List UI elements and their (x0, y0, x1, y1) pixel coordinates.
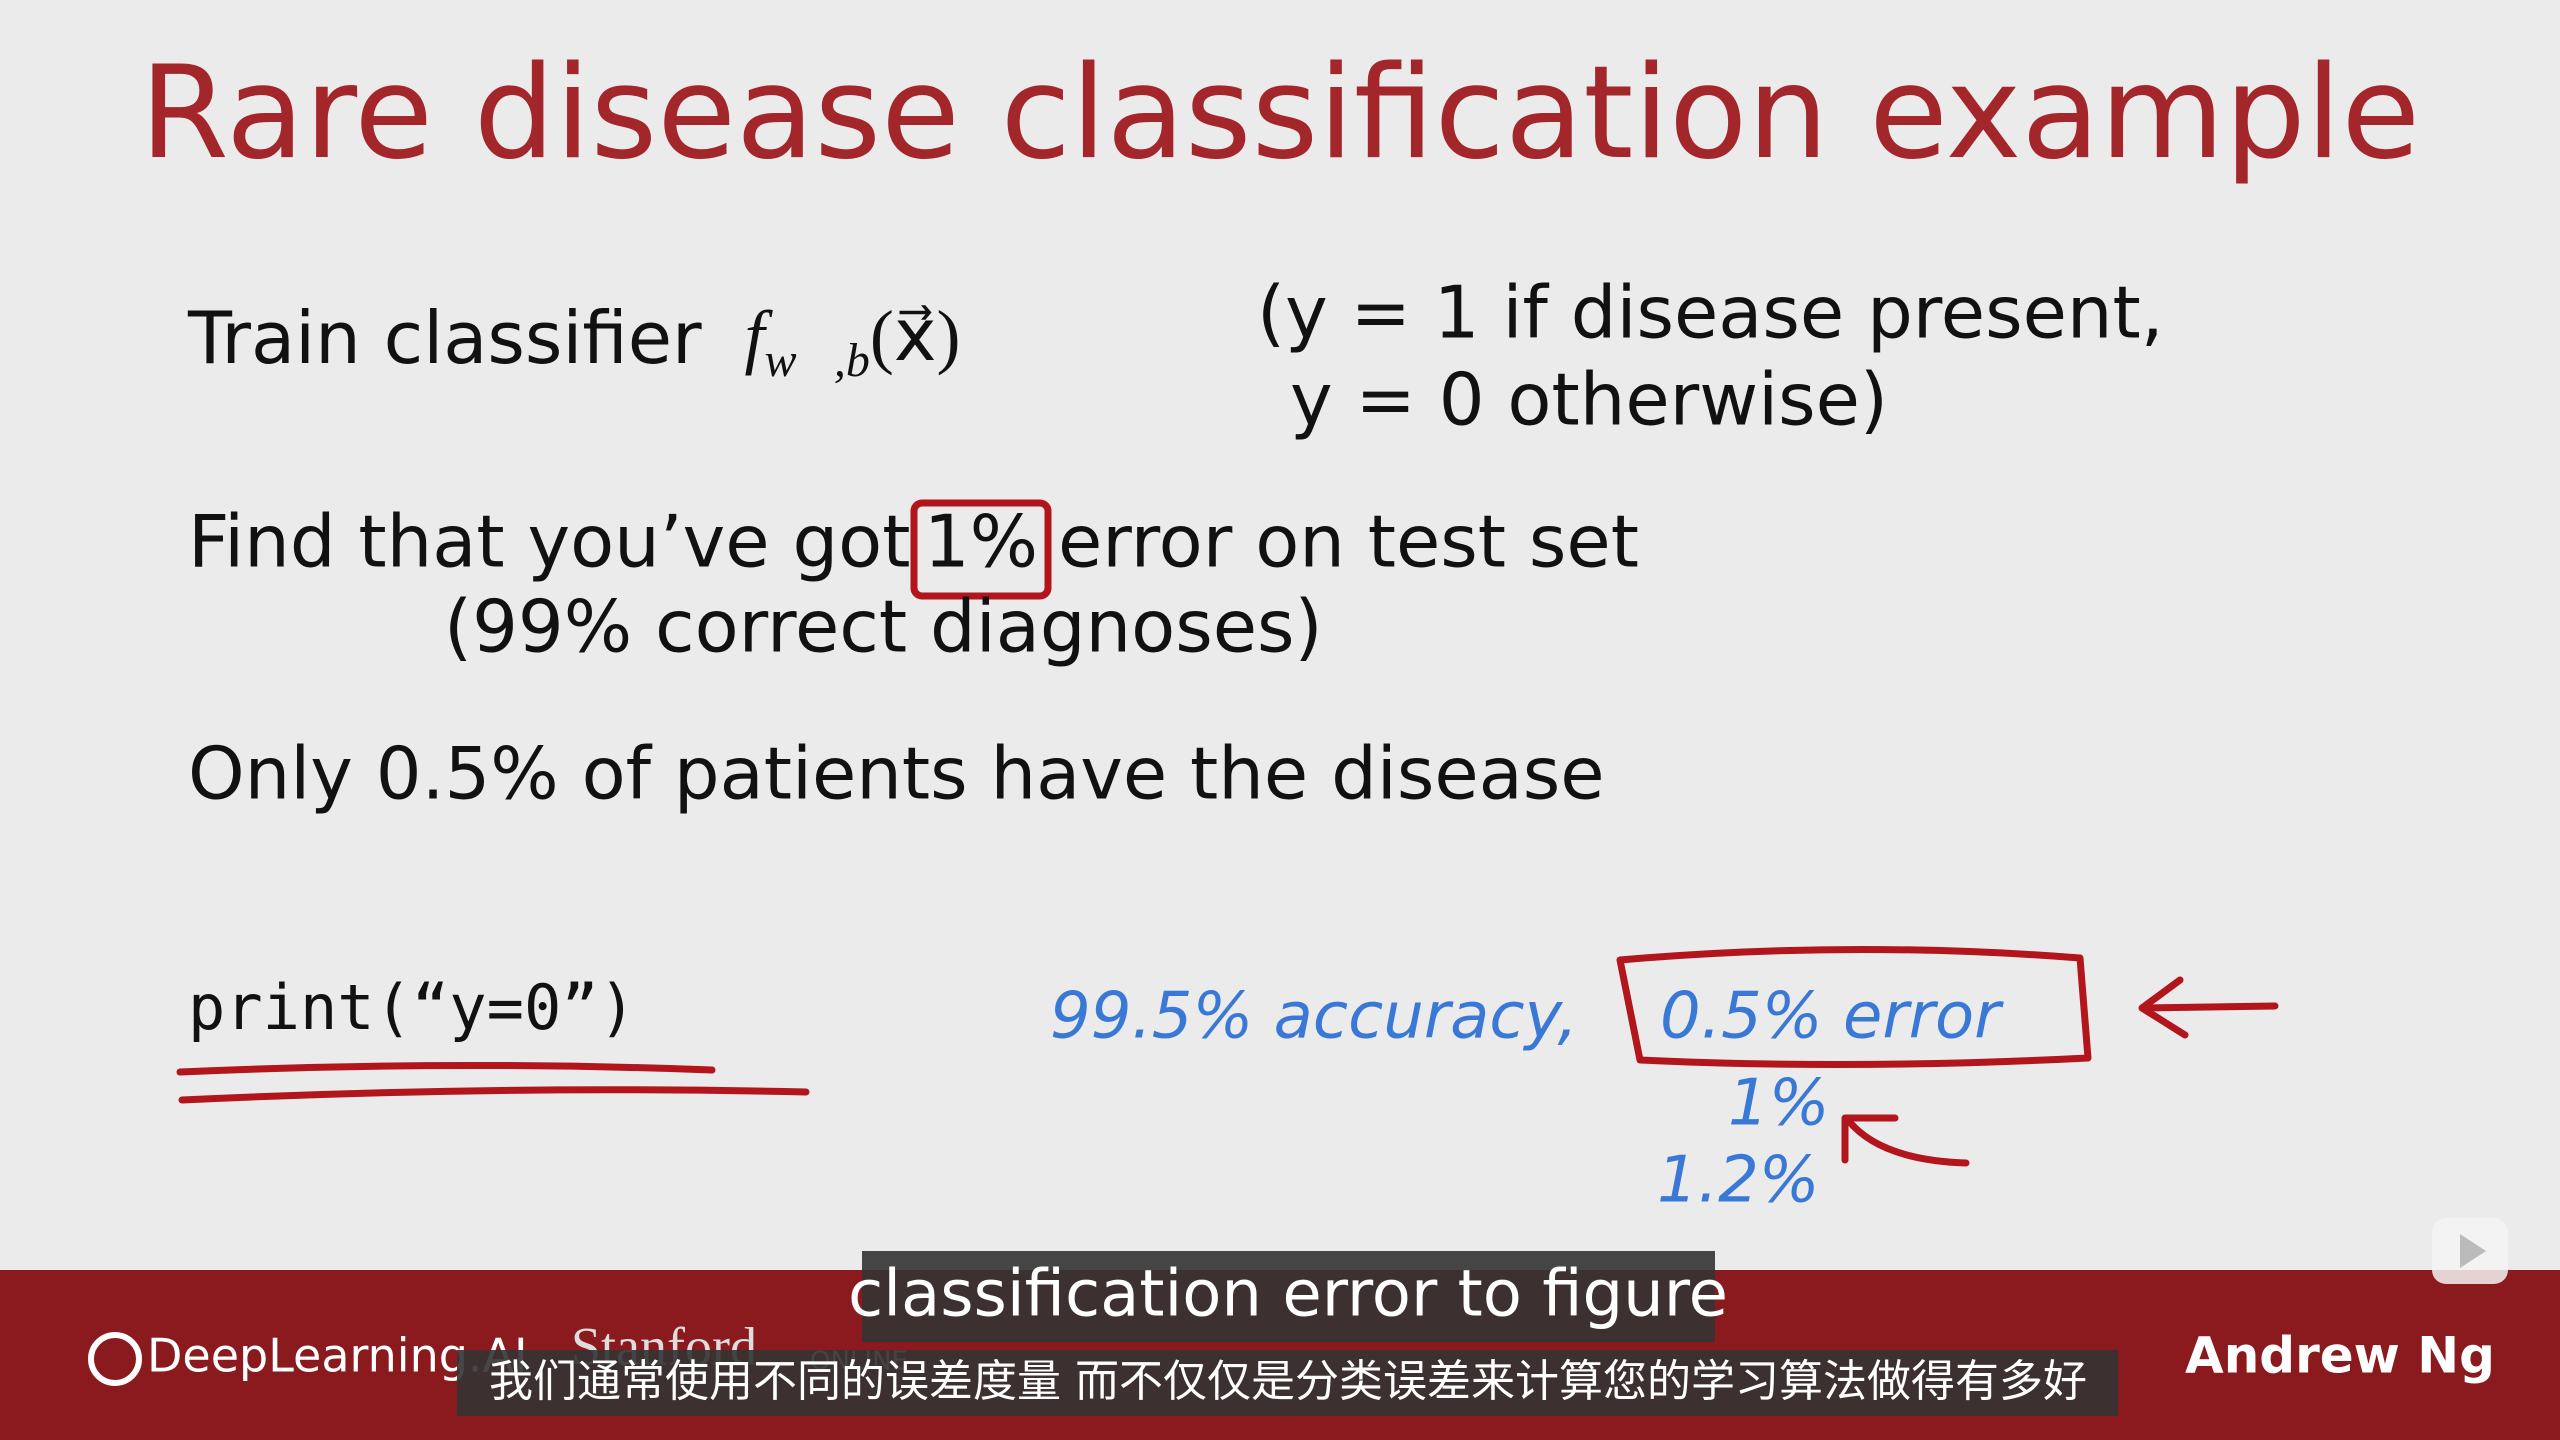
annotation-error: 0.5% error (1660, 980, 2004, 1054)
arrow (2138, 976, 2279, 1039)
note-line-1: (y = 1 if disease present, (1257, 271, 2164, 355)
error-circle (1616, 945, 2092, 1069)
play-icon[interactable] (2460, 1234, 2486, 1268)
arrow (1841, 1114, 1970, 1167)
code-line: print(“y=0”) (188, 971, 636, 1044)
underline (176, 1061, 716, 1076)
annotation-alt2: 1.2% (1657, 1144, 1820, 1218)
note-line-2: y = 0 otherwise) (1290, 358, 1888, 442)
find-after: error on test set (1058, 500, 1639, 584)
subtitle-box (457, 1350, 2118, 1416)
subtitle-zh: 我们通常使用不同的误差度量 而不仅仅是分类误差来计算您的学习算法做得有多好 (489, 1356, 2087, 1407)
subtitle-en: classification error to figure (848, 1258, 1728, 1332)
boxed-highlight (910, 499, 1052, 600)
slide-title: Rare disease classification example (140, 39, 2420, 188)
formula-sub: w⃗,b (765, 334, 870, 387)
annotation-accuracy: 99.5% accuracy, (1050, 980, 1578, 1054)
subtitle-box (862, 1251, 1715, 1342)
formula-arg: (x⃗) (870, 296, 961, 376)
train-label: Train classifier (187, 296, 702, 380)
underline (178, 1086, 810, 1104)
only-line: Only 0.5% of patients have the disease (188, 732, 1605, 816)
find-before: Find that you’ve got (188, 500, 910, 584)
slide-background (0, 0, 2560, 1270)
train-line: Train classifier fw⃗,b(x⃗) (187, 296, 960, 388)
presenter: Andrew Ng (2185, 1327, 2495, 1385)
annotation-alt1: 1% (1728, 1067, 1830, 1141)
logo-icon (88, 1332, 142, 1386)
find-boxed: 1% (924, 500, 1038, 584)
find-sub: (99% correct diagnoses) (444, 585, 1323, 669)
